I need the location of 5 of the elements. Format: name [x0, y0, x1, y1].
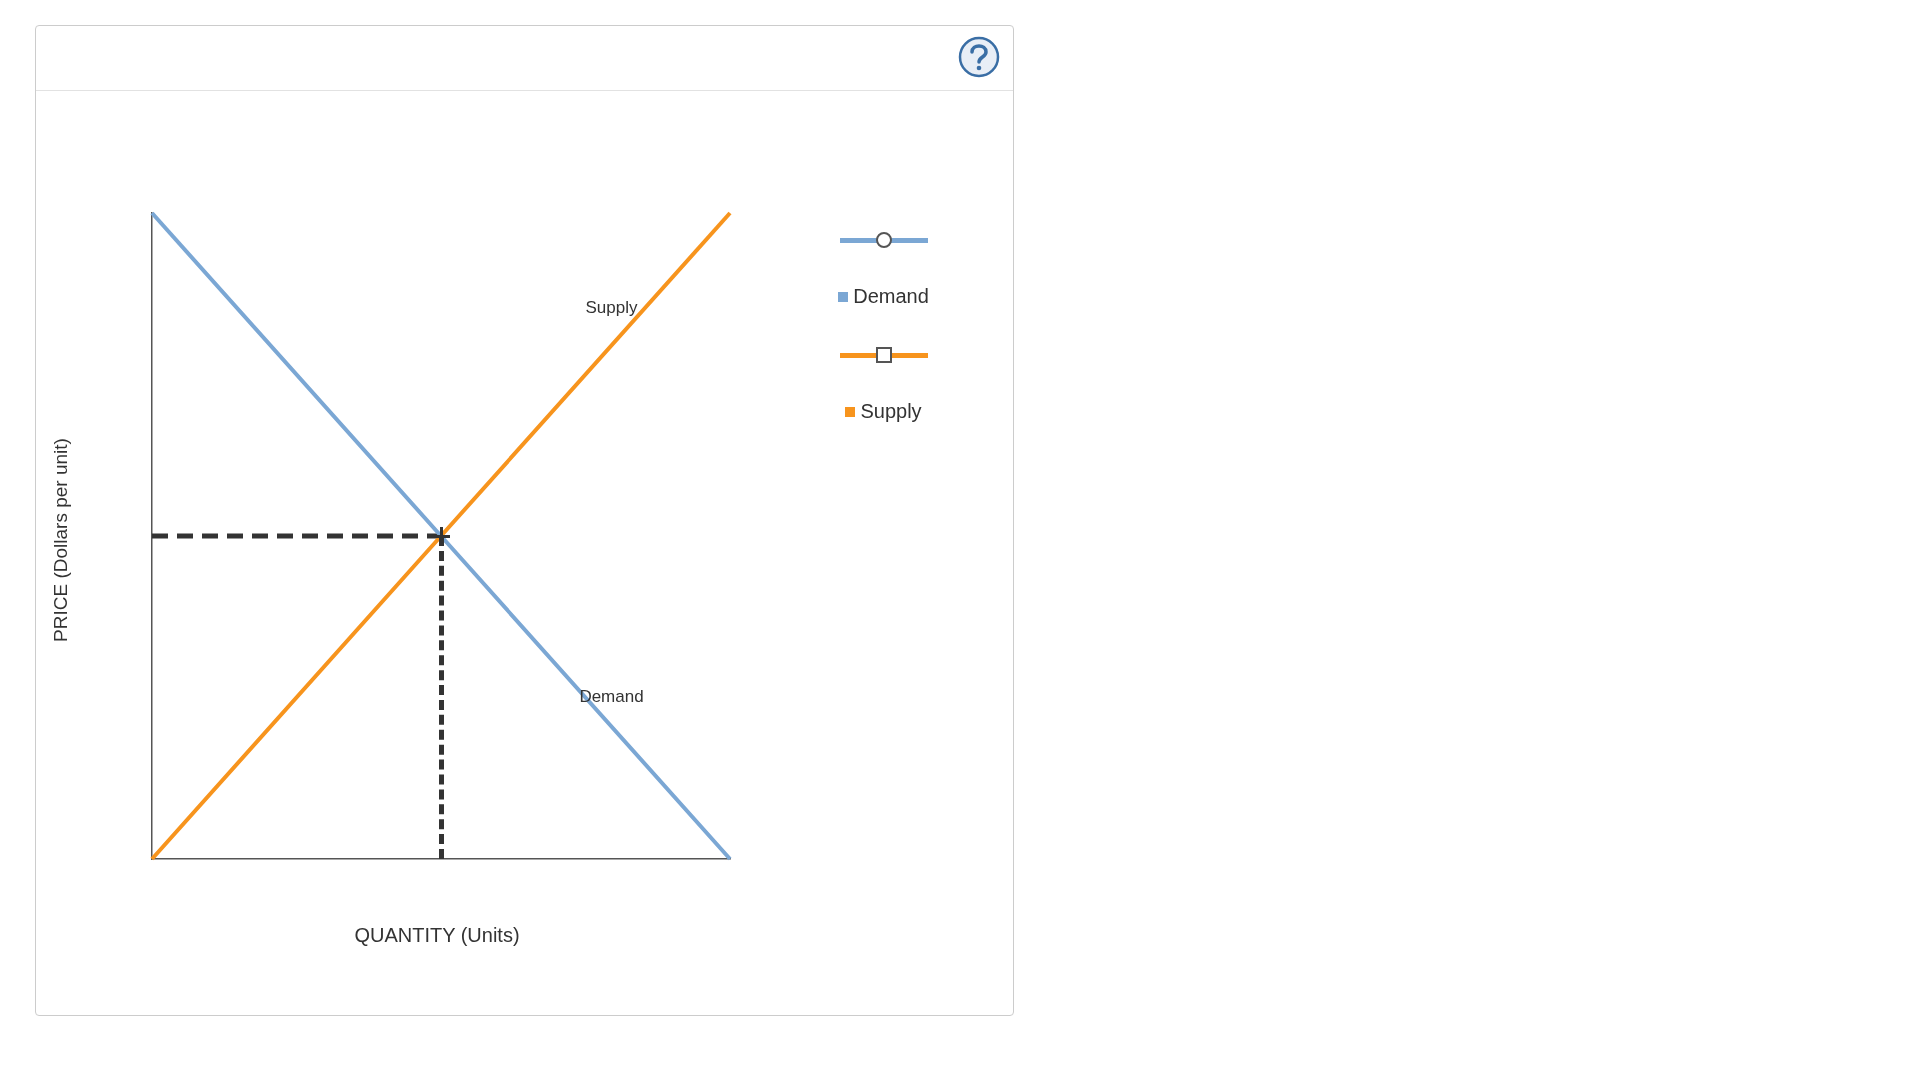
legend-label: Demand: [853, 285, 929, 308]
x-axis-title: QUANTITY (Units): [353, 924, 521, 947]
annotation: Supply: [585, 298, 638, 318]
y-axis-title: PRICE (Dollars per unit): [50, 438, 72, 642]
legend-label: Supply: [860, 400, 922, 423]
